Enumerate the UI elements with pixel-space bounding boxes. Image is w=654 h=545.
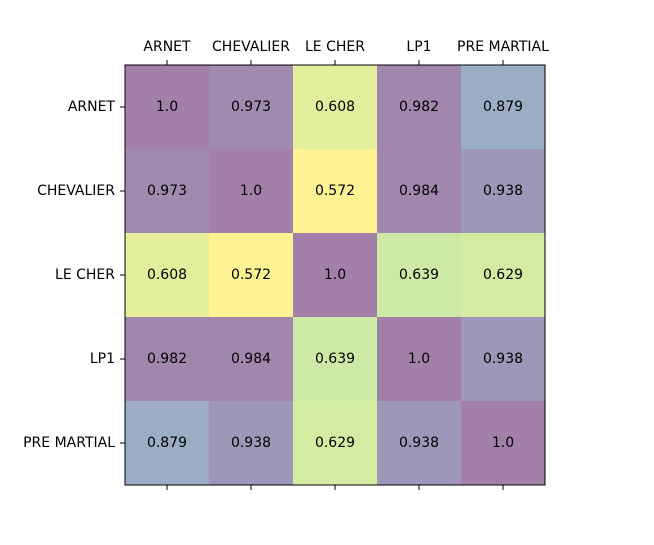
heatmap-cell (125, 401, 210, 486)
heatmap-cell (293, 233, 378, 318)
x-axis-ticks: ARNET CHEVALIER LE CHER LP1 PRE MARTIAL (143, 39, 549, 490)
cell-value-label: 1.0 (156, 99, 178, 115)
heatmap-cell-labels: 1.0 0.973 0.608 0.982 0.879 0.973 1.0 0.572 0.98… (147, 99, 523, 451)
heatmap-cell (293, 317, 378, 402)
cell-value-label: 1.0 (240, 183, 262, 199)
y-axis-ticks: ARNET CHEVALIER LE CHER LP1 PRE MARTIAL (23, 99, 125, 451)
heatmap-cell (125, 233, 210, 318)
heatmap-cell (377, 317, 462, 402)
x-tick-label: PRE MARTIAL (457, 39, 549, 55)
cell-value-label: 0.938 (231, 435, 271, 451)
heatmap-cell (209, 317, 294, 402)
cell-value-label: 0.938 (483, 351, 523, 367)
heatmap-cell (377, 233, 462, 318)
cell-value-label: 0.879 (147, 435, 187, 451)
cell-value-label: 0.973 (231, 99, 271, 115)
cell-value-label: 0.629 (483, 267, 523, 283)
y-tick-label: CHEVALIER (37, 183, 115, 199)
cell-value-label: 0.984 (399, 183, 439, 199)
heatmap-cell (377, 65, 462, 150)
heatmap-cell (209, 233, 294, 318)
heatmap-cell (209, 65, 294, 150)
y-tick-label: ARNET (68, 99, 116, 115)
cell-value-label: 1.0 (408, 351, 430, 367)
heatmap-cells (125, 65, 546, 486)
x-tick-label: LP1 (406, 39, 431, 55)
y-tick-label: LP1 (90, 351, 115, 367)
heatmap-cell (461, 65, 546, 150)
heatmap-cell (377, 149, 462, 234)
y-tick-label: LE CHER (55, 267, 115, 283)
cell-value-label: 0.572 (315, 183, 355, 199)
cell-value-label: 0.639 (399, 267, 439, 283)
cell-value-label: 1.0 (492, 435, 514, 451)
cell-value-label: 0.879 (483, 99, 523, 115)
cell-value-label: 1.0 (324, 267, 346, 283)
heatmap-cell (461, 233, 546, 318)
cell-value-label: 0.973 (147, 183, 187, 199)
cell-value-label: 0.982 (399, 99, 439, 115)
heatmap-cell (461, 317, 546, 402)
heatmap-cell (293, 65, 378, 150)
heatmap-cell (377, 401, 462, 486)
heatmap-cell (209, 401, 294, 486)
heatmap-cell (461, 401, 546, 486)
cell-value-label: 0.984 (231, 351, 271, 367)
cell-value-label: 0.608 (315, 99, 355, 115)
heatmap-cell (293, 401, 378, 486)
cell-value-label: 0.938 (483, 183, 523, 199)
x-tick-label: LE CHER (305, 39, 365, 55)
y-tick-label: PRE MARTIAL (23, 435, 115, 451)
heatmap-cell (125, 149, 210, 234)
cell-value-label: 0.639 (315, 351, 355, 367)
cell-value-label: 0.982 (147, 351, 187, 367)
x-tick-label: ARNET (143, 39, 191, 55)
cell-value-label: 0.938 (399, 435, 439, 451)
cell-value-label: 0.629 (315, 435, 355, 451)
heatmap-cell (461, 149, 546, 234)
cell-value-label: 0.608 (147, 267, 187, 283)
x-tick-label: CHEVALIER (212, 39, 290, 55)
heatmap-cell (209, 149, 294, 234)
cell-value-label: 0.572 (231, 267, 271, 283)
heatmap-cell (125, 65, 210, 150)
heatmap-cell (293, 149, 378, 234)
heatmap-cell (125, 317, 210, 402)
